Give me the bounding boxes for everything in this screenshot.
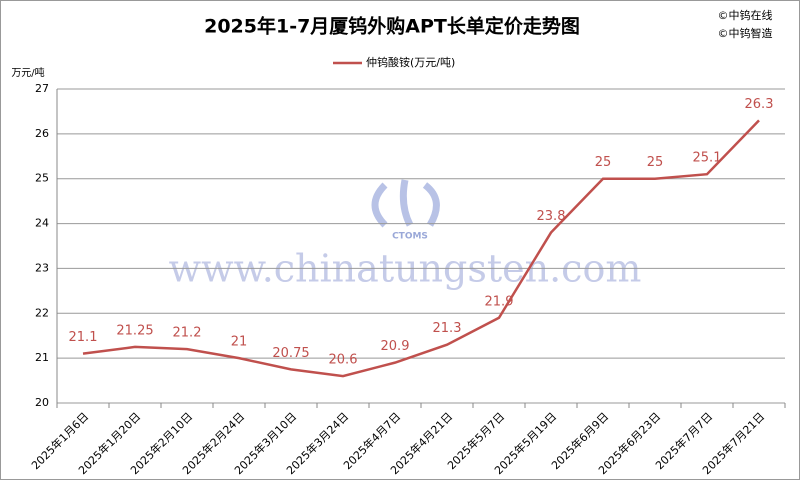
- annotation: ©中钨在线: [718, 8, 773, 22]
- y-tick-label: 24: [35, 217, 49, 230]
- y-tick-label: 25: [35, 172, 49, 185]
- data-label: 21.25: [116, 323, 153, 338]
- data-label: 25: [647, 155, 664, 170]
- watermark: CTOMS: [392, 232, 428, 242]
- data-label: 25.1: [693, 151, 722, 166]
- line: [82, 119, 760, 378]
- chart-title: 2025年1-7月厦钨外购APT长单定价走势图: [204, 15, 580, 38]
- watermark-logo: [371, 179, 440, 228]
- annotation: ©中钨智造: [718, 26, 773, 40]
- data-label: 20.9: [381, 339, 410, 354]
- data-label: 23.8: [537, 209, 566, 224]
- y-tick-label: 22: [35, 306, 49, 319]
- y-tick-label: 27: [35, 82, 49, 95]
- data-label: 26.3: [745, 97, 774, 112]
- data-label: 21: [231, 335, 248, 350]
- data-label: 21.3: [433, 321, 462, 336]
- y-axis-label: 万元/吨: [11, 66, 44, 79]
- data-label: 21.2: [173, 326, 202, 341]
- legend-label: 仲钨酸铵(万元/吨): [366, 55, 455, 69]
- y-tick-label: 26: [35, 127, 49, 140]
- data-label: 25: [595, 155, 612, 170]
- data-label: 20.75: [272, 346, 309, 361]
- data-label: 20.6: [329, 353, 358, 368]
- y-tick-label: 23: [35, 261, 49, 274]
- y-tick-label: 20: [35, 396, 49, 409]
- data-label: 21.9: [485, 294, 514, 309]
- data-label: 21.1: [69, 330, 98, 345]
- y-tick-label: 21: [35, 351, 49, 364]
